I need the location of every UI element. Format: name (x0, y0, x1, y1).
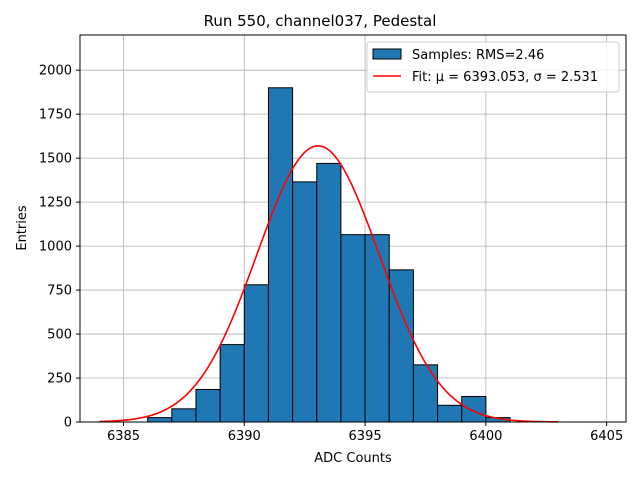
y-tick-label-8: 2000 (39, 64, 72, 79)
x-tick-label-4: 6405 (590, 429, 623, 444)
histogram-bar-12 (437, 404, 463, 423)
fit-curve-group (99, 145, 559, 423)
histogram-bar-6 (292, 181, 318, 423)
histogram-bars (147, 87, 511, 423)
histogram-bar-2 (195, 388, 221, 423)
x-tick-label-2: 6395 (349, 429, 382, 444)
plot-frame (79, 34, 627, 423)
histogram-bar-3 (219, 344, 245, 423)
y-axis-label: Entries (15, 205, 30, 251)
y-tick-label-6: 1500 (39, 152, 72, 167)
histogram-bar-13 (461, 395, 487, 423)
histogram-bar-7 (316, 162, 342, 423)
y-tick-label-7: 1750 (39, 108, 72, 123)
histogram-bar-4 (243, 284, 269, 423)
x-tick-label-0: 6385 (107, 429, 140, 444)
legend-box (366, 41, 620, 93)
histogram-bar-9 (364, 234, 390, 423)
y-tick-label-4: 1000 (39, 240, 72, 255)
histogram-bar-8 (340, 234, 366, 423)
y-tick-label-2: 500 (47, 328, 72, 343)
x-tick-label-3: 6400 (469, 429, 502, 444)
y-tick-label-0: 0 (64, 416, 72, 431)
legend-label-fit: Fit: μ = 6393.053, σ = 2.531 (412, 70, 598, 85)
x-axis-ticks: 6385 6390 6395 6400 6405 (107, 422, 623, 444)
x-tick-label-1: 6390 (228, 429, 261, 444)
y-tick-label-5: 1250 (39, 196, 72, 211)
histogram-bar-0 (147, 417, 173, 423)
legend-swatch-samples (372, 48, 402, 60)
y-tick-label-3: 750 (47, 284, 72, 299)
chart-title: Run 550, channel037, Pedestal (204, 12, 437, 30)
y-tick-label-1: 250 (47, 372, 72, 387)
y-axis-ticks: 0 250 500 750 1000 1250 1500 1750 2000 (39, 64, 80, 431)
histogram-bar-1 (171, 408, 197, 423)
histogram-bar-5 (267, 87, 294, 423)
histogram-bar-11 (412, 364, 439, 423)
legend-label-samples: Samples: RMS=2.46 (412, 48, 544, 63)
legend: Samples: RMS=2.46 Fit: μ = 6393.053, σ =… (366, 41, 620, 93)
gaussian-fit-line (99, 145, 559, 423)
x-axis-label: ADC Counts (314, 451, 392, 466)
